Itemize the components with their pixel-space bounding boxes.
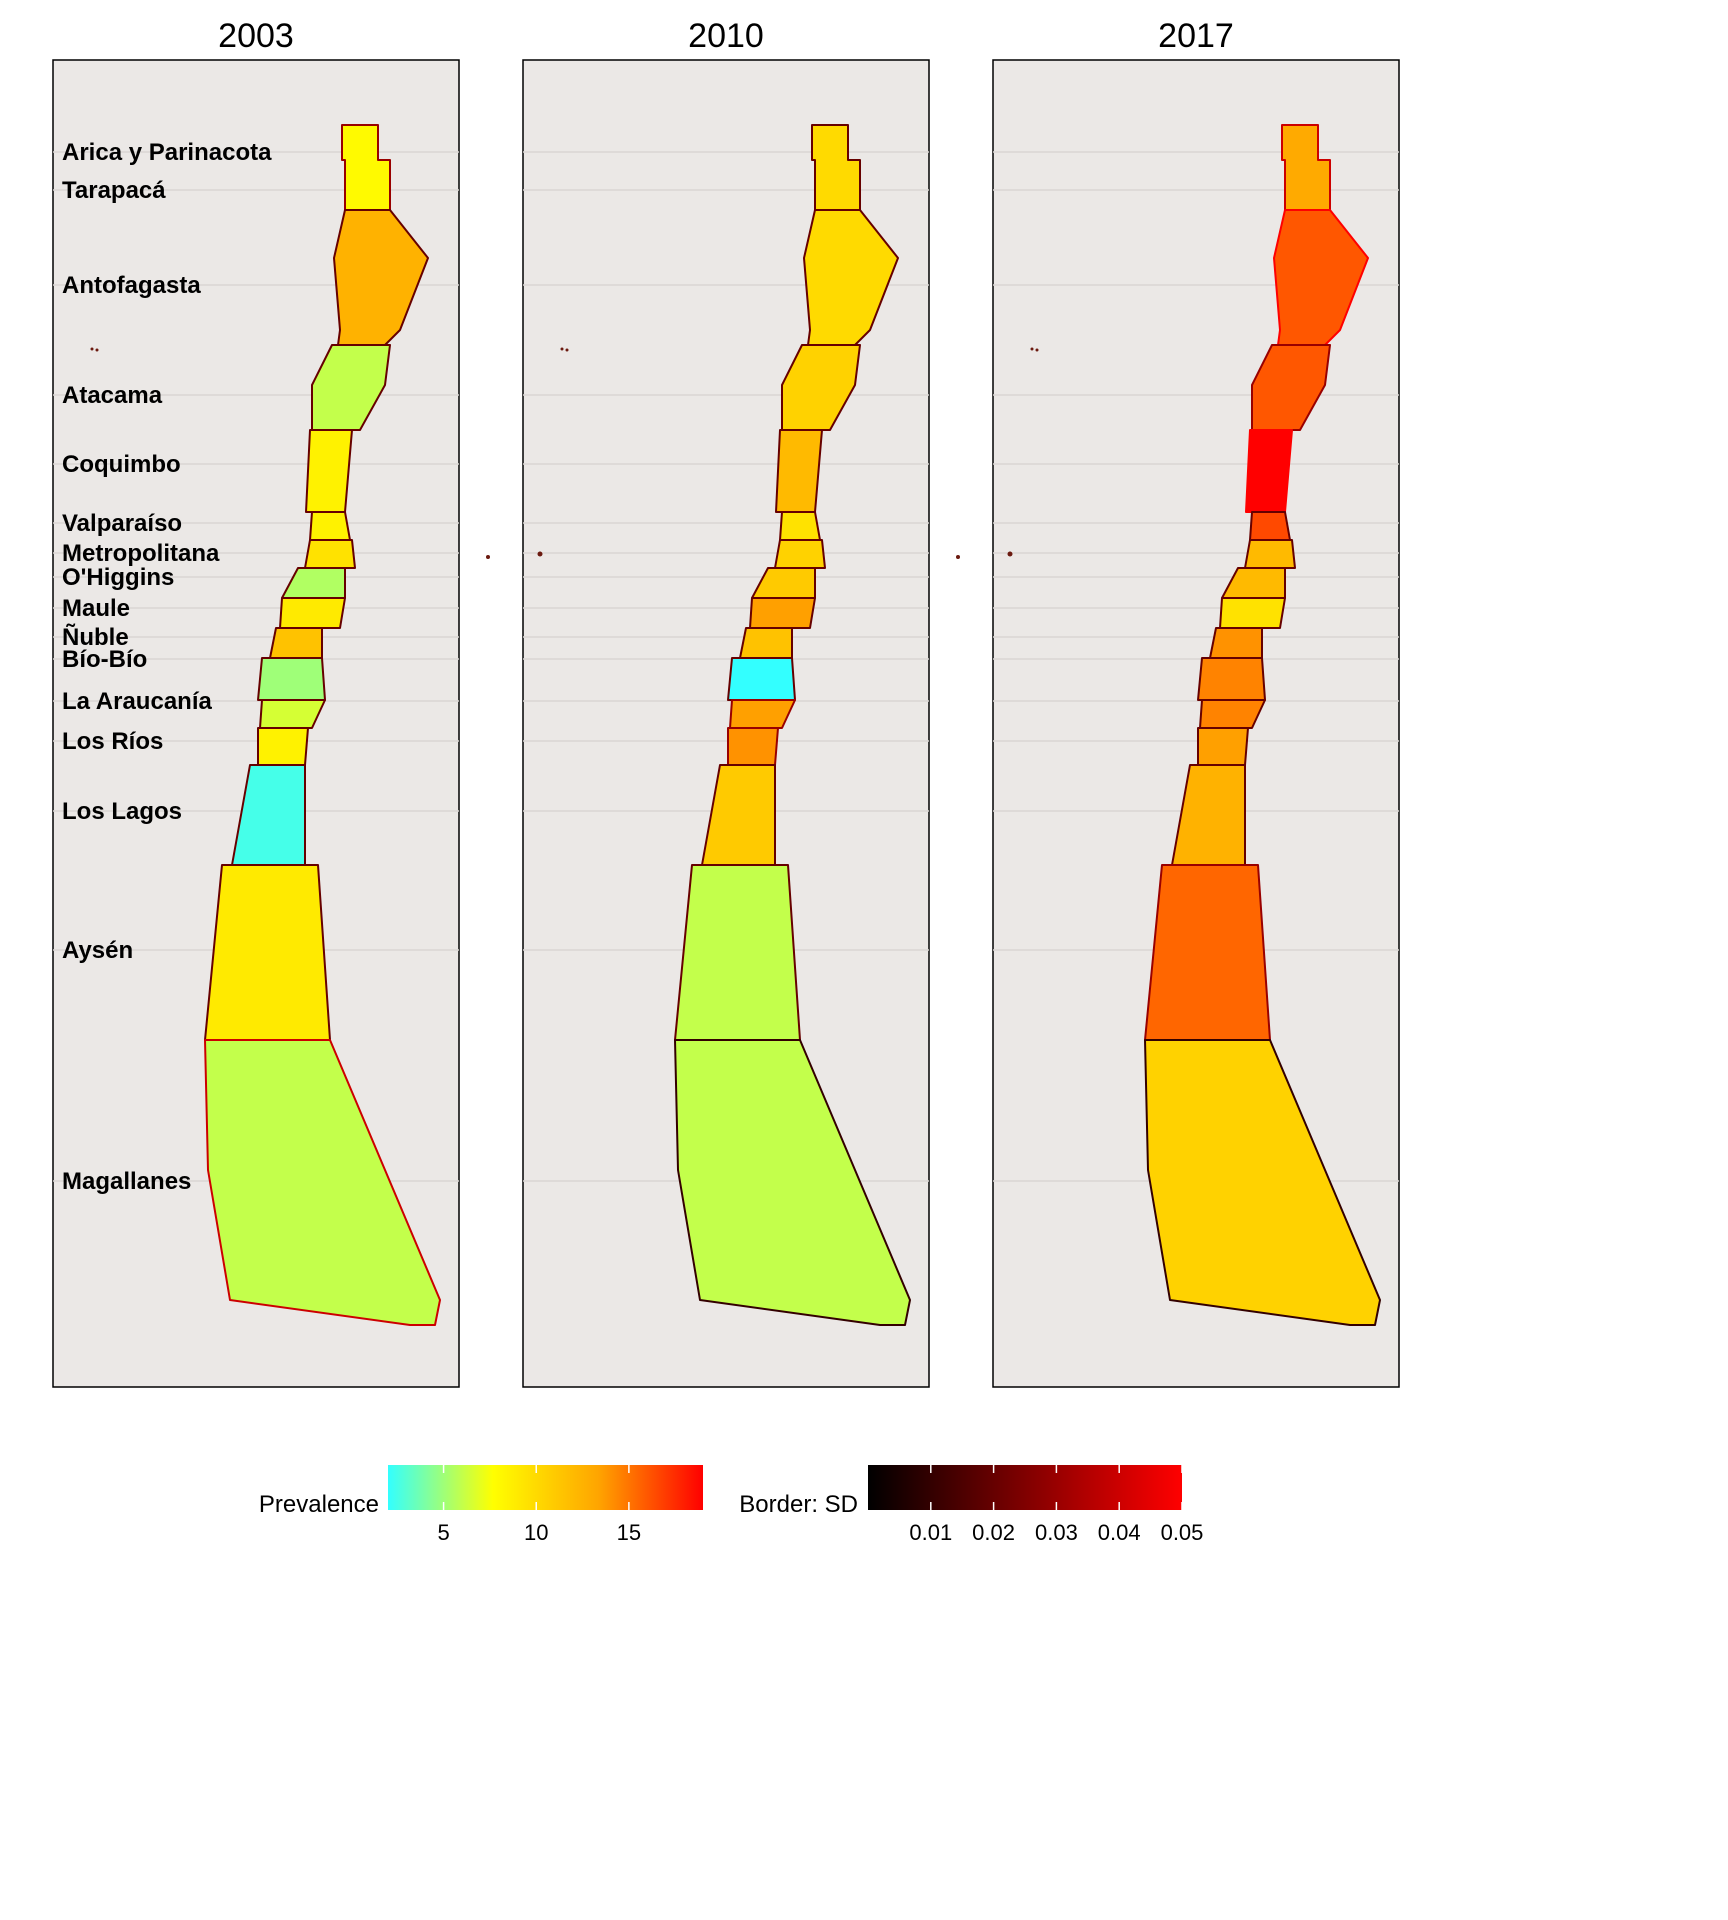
region-label: La Araucanía [62, 688, 212, 715]
map-panel-2003: 2003 Arica y Parinacota Tarapacá Antofagast… [52, 17, 460, 1388]
island-mark [565, 348, 569, 352]
region-label: Los Lagos [62, 798, 182, 825]
region-label: O'Higgins [62, 564, 174, 591]
region-ays-n [674, 1039, 911, 1326]
legend-fill-tick: 10 [524, 1520, 548, 1545]
panel-title: 2003 [218, 17, 294, 55]
region-b-o-b-o [1199, 699, 1266, 729]
region-label: Maule [62, 595, 130, 622]
region--uble [257, 657, 326, 701]
region-los-lagos [1144, 864, 1271, 1041]
legend-fill-title: Prevalence [259, 1491, 379, 1518]
legend-border-colorbar [868, 1465, 1182, 1510]
region-label: Los Ríos [62, 728, 163, 755]
island-mark [90, 347, 94, 351]
region-label: Coquimbo [62, 451, 181, 478]
legend-fill-tick: 5 [437, 1520, 449, 1545]
region-maule [269, 627, 323, 659]
island-mark [1007, 551, 1013, 557]
region--uble [727, 657, 796, 701]
region-los-lagos [204, 864, 331, 1041]
legend-fill-tick: 15 [617, 1520, 641, 1545]
region-coquimbo [309, 511, 351, 541]
map-panel-2010: 2010 [486, 17, 930, 1388]
region-label: Arica y Parinacota [62, 139, 272, 166]
island-mark [1035, 348, 1039, 352]
panel-title: 2010 [688, 17, 764, 55]
region-coquimbo [1249, 511, 1291, 541]
region-label: Valparaíso [62, 510, 182, 537]
region-valpara-so [774, 539, 826, 569]
region-ays-n [1144, 1039, 1381, 1326]
region-atacama [1245, 429, 1293, 513]
region-label: Metropolitana [62, 540, 220, 567]
region--uble [1197, 657, 1266, 701]
island-mark [956, 555, 960, 559]
region-coquimbo [779, 511, 821, 541]
region-ays-n [204, 1039, 441, 1326]
legend: Prevalence 5 10 15 Border: SD 0.01 0.02 0.03 0.0… [259, 1465, 1203, 1545]
panel-title: 2017 [1158, 17, 1234, 55]
region-b-o-b-o [729, 699, 796, 729]
region-label: Antofagasta [62, 272, 201, 299]
region-la-araucan-a [1197, 727, 1249, 766]
region-la-araucan-a [727, 727, 779, 766]
legend-fill-colorbar [388, 1465, 703, 1510]
island-mark [1030, 347, 1034, 351]
region-label: Aysén [62, 937, 133, 964]
island-mark [537, 551, 543, 557]
region-o-higgins [749, 597, 816, 629]
region-valpara-so [1244, 539, 1296, 569]
region-atacama [775, 429, 823, 513]
island-mark [560, 347, 564, 351]
region-los-lagos [674, 864, 801, 1041]
legend-border-tick: 0.05 [1161, 1520, 1204, 1545]
region-maule [739, 627, 793, 659]
region-la-araucan-a [257, 727, 309, 766]
region-o-higgins [1219, 597, 1286, 629]
region-atacama [305, 429, 353, 513]
island-mark [486, 555, 490, 559]
region-antofagasta [781, 344, 861, 431]
region-maule [1209, 627, 1263, 659]
legend-border-title: Border: SD [739, 1491, 858, 1518]
legend-border-tick: 0.03 [1035, 1520, 1078, 1545]
legend-border-tick: 0.04 [1098, 1520, 1141, 1545]
island-mark [95, 348, 99, 352]
region-antofagasta [311, 344, 391, 431]
legend-border-tick: 0.02 [972, 1520, 1015, 1545]
region-label: Tarapacá [62, 177, 166, 204]
region-label: Bío-Bío [62, 646, 147, 673]
region-valpara-so [304, 539, 356, 569]
region-label: Ñuble [62, 623, 129, 651]
map-panels: 2003 Arica y Parinacota Tarapacá Antofagast… [52, 17, 1400, 1388]
legend-border-tick: 0.01 [909, 1520, 952, 1545]
region-o-higgins [279, 597, 346, 629]
region-antofagasta [1251, 344, 1331, 431]
region-b-o-b-o [259, 699, 326, 729]
map-panel-2017: 2017 [956, 17, 1400, 1388]
region-label: Atacama [62, 382, 163, 409]
region-label: Magallanes [62, 1168, 191, 1195]
